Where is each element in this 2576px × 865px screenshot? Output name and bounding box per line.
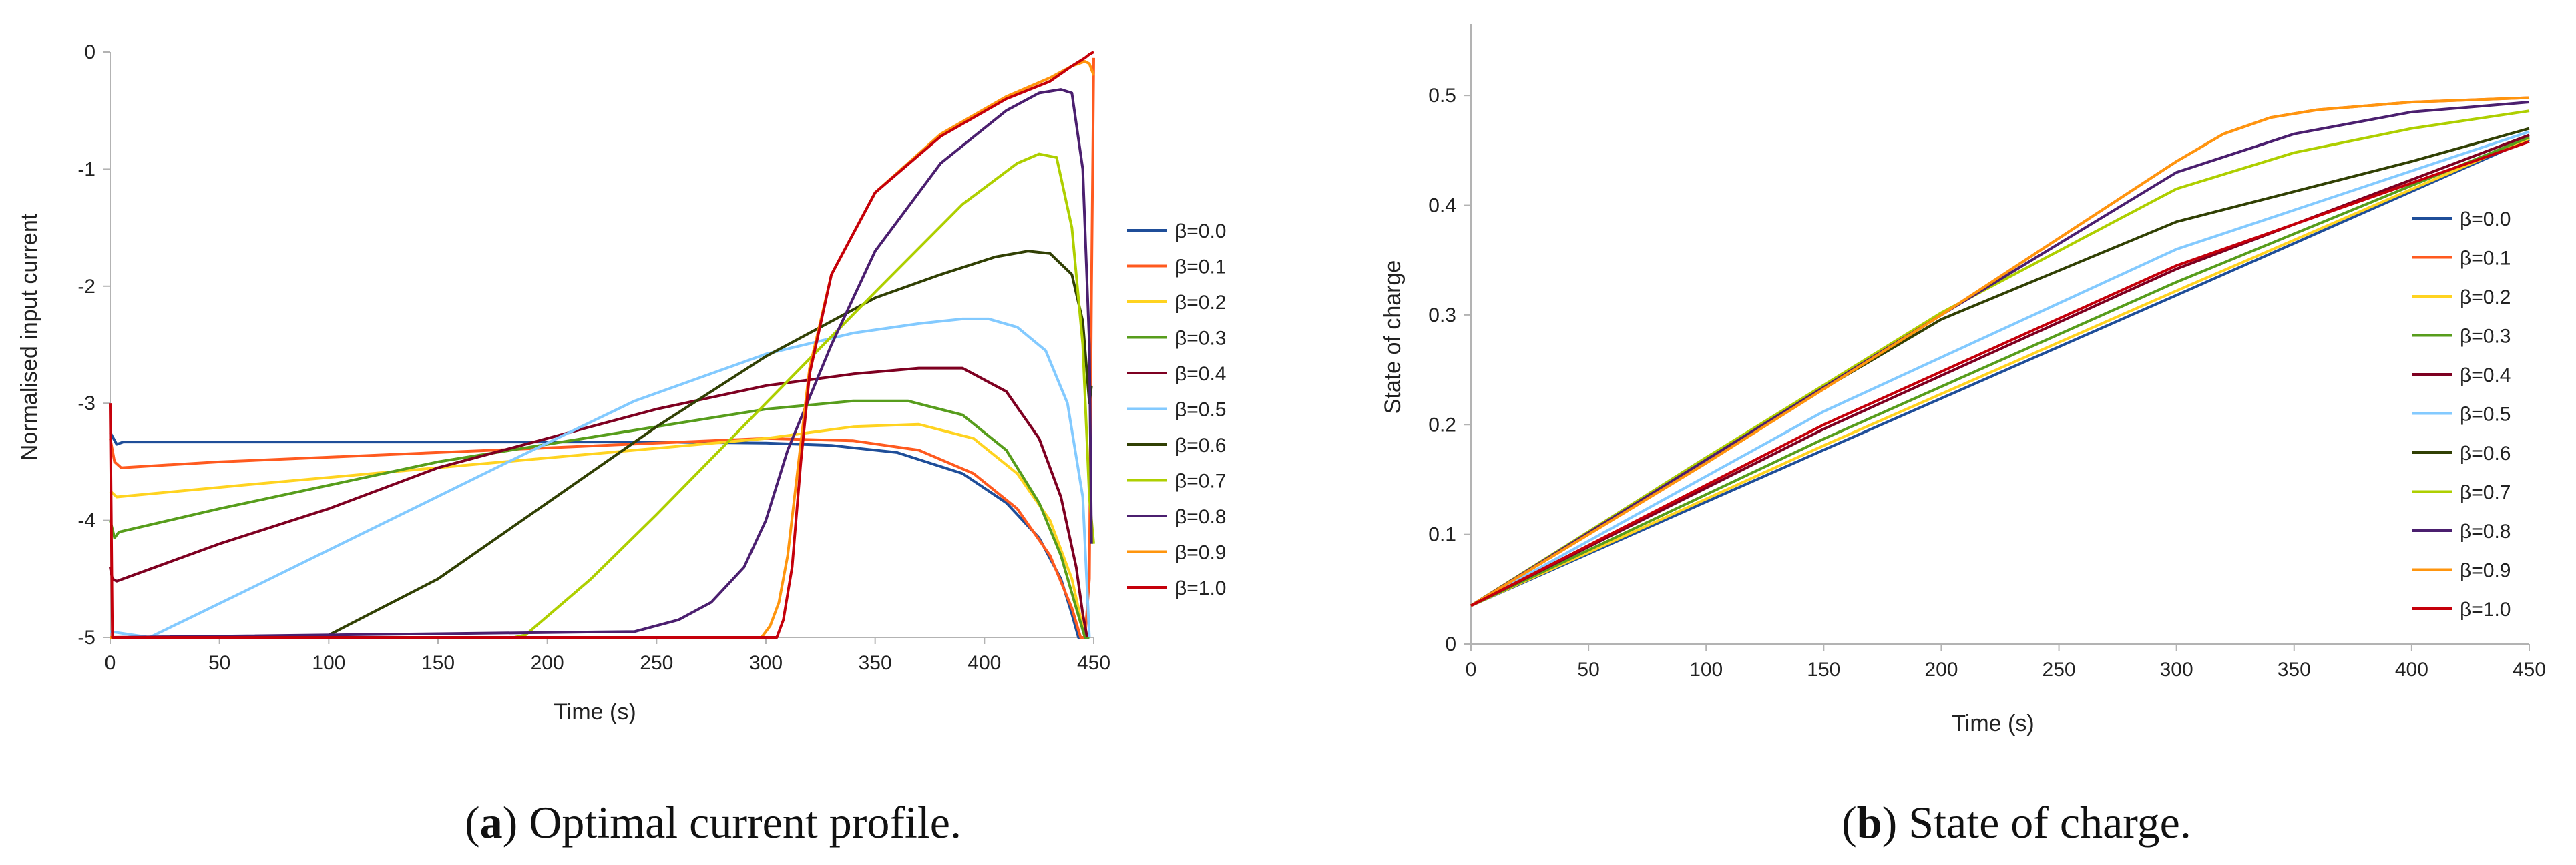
panel-a-series xyxy=(109,51,1095,639)
panel-b-series-line xyxy=(1470,138,2530,607)
panel-a-legend-label: β=0.0 xyxy=(1175,220,1226,242)
panel-a-x-tick-label: 150 xyxy=(421,652,455,674)
panel-a-series-line xyxy=(110,152,1095,639)
panel-b-ylabel: State of charge xyxy=(1380,260,1406,414)
panel-b-series-line xyxy=(1470,137,2530,607)
panel-a-legend-label: β=0.6 xyxy=(1175,435,1226,457)
panel-b-x-tick-label: 150 xyxy=(1807,659,1840,681)
panel-b-legend-label: β=0.8 xyxy=(2460,521,2511,543)
panel-b-legend: β=0.0 β=0.1 β=0.2 β=0.3 β=0.4 β=0.5 β=0.6 β=0.7… xyxy=(2412,208,2511,621)
panel-a-ylabel: Normalised input current xyxy=(17,213,42,461)
panel-b-series-line xyxy=(1470,135,2530,607)
panel-a-legend: β=0.0 β=0.1 β=0.2 β=0.3 β=0.4 β=0.5 β=0.6 β=0.7… xyxy=(1127,220,1226,599)
panel-b-legend-label: β=0.0 xyxy=(2460,208,2511,230)
panel-a-x-tick-label: 0 xyxy=(105,652,116,674)
panel-b-y-tick-label: 0.1 xyxy=(1428,524,1456,546)
panel-b-legend-label: β=1.0 xyxy=(2460,599,2511,621)
panel-a-y-tick-label: -1 xyxy=(77,158,95,180)
panel-a-series-line xyxy=(109,51,1094,639)
panel-b-y-tick-label: 0 xyxy=(1445,633,1456,655)
panel-b-legend-label: β=0.1 xyxy=(2460,248,2511,270)
panel-b-x-tick-label: 350 xyxy=(2278,659,2311,681)
panel-b-ticks: 0 50 100 150 200 250 300 350 400 450 0 0.1 0.2 0.3 0.4… xyxy=(1428,85,2546,681)
panel-a-legend-label: β=0.4 xyxy=(1175,363,1226,385)
caption-a: (a) Optimal current profile. xyxy=(465,797,961,848)
panel-a-current-profile: 0 50 100 150 200 250 300 350 400 450 0 -1 -2 -3 -4 -5 β… xyxy=(17,41,1226,725)
panel-a-y-tick-label: -2 xyxy=(77,276,95,298)
panel-a-legend-label: β=0.5 xyxy=(1175,399,1226,421)
panel-a-series-line xyxy=(109,432,1083,639)
panel-b-y-tick-label: 0.5 xyxy=(1428,85,1456,107)
panel-a-x-tick-label: 100 xyxy=(312,652,345,674)
panel-a-series-line xyxy=(110,317,1091,639)
panel-b-x-tick-label: 400 xyxy=(2395,659,2428,681)
panel-a-series-line xyxy=(109,57,1095,639)
panel-a-x-tick-label: 300 xyxy=(749,652,783,674)
panel-b-x-tick-label: 250 xyxy=(2043,659,2076,681)
panel-a-x-tick-label: 250 xyxy=(640,652,673,674)
panel-b-series-line xyxy=(1470,133,2530,607)
panel-b-series-line xyxy=(1470,101,2530,607)
panel-a-y-tick-label: -4 xyxy=(77,510,95,532)
panel-a-legend-label: β=0.9 xyxy=(1175,542,1226,564)
panel-a-legend-label: β=0.3 xyxy=(1175,328,1226,350)
panel-a-y-tick-label: -5 xyxy=(77,627,95,649)
panel-b-legend-label: β=0.5 xyxy=(2460,404,2511,426)
panel-a-y-tick-label: 0 xyxy=(84,41,95,63)
panel-b-x-tick-label: 300 xyxy=(2160,659,2193,681)
panel-a-y-tick-label: -3 xyxy=(77,392,95,414)
panel-b-y-tick-label: 0.2 xyxy=(1428,414,1456,436)
panel-b-state-of-charge: 0 50 100 150 200 250 300 350 400 450 0 0.1 0.2 0.3 0.4… xyxy=(1380,24,2546,736)
panel-b-y-tick-label: 0.4 xyxy=(1428,195,1456,217)
panel-b-series-line xyxy=(1470,140,2530,607)
panel-a-legend-label: β=0.7 xyxy=(1175,471,1226,493)
caption-b-text: State of charge. xyxy=(1908,797,2191,848)
panel-a-x-tick-label: 350 xyxy=(859,652,892,674)
panel-b-series xyxy=(1470,96,2530,607)
caption-b-letter: b xyxy=(1857,797,1882,848)
panel-b-y-tick-label: 0.3 xyxy=(1428,304,1456,326)
panel-b-x-tick-label: 450 xyxy=(2513,659,2546,681)
panel-a-legend-label: β=1.0 xyxy=(1175,577,1226,599)
panel-a-legend-label: β=0.8 xyxy=(1175,506,1226,528)
panel-b-legend-label: β=0.4 xyxy=(2460,364,2511,386)
panel-a-x-tick-label: 200 xyxy=(531,652,564,674)
panel-a-series-line xyxy=(109,399,1090,639)
panel-b-series-line xyxy=(1470,109,2530,607)
panel-b-axes xyxy=(1470,24,2529,645)
panel-b-legend-label: β=0.9 xyxy=(2460,560,2511,582)
panel-a-legend-label: β=0.2 xyxy=(1175,292,1226,314)
panel-a-ticks: 0 50 100 150 200 250 300 350 400 450 0 -1 -2 -3 -4 -5 xyxy=(77,41,1110,674)
panel-a-series-line xyxy=(110,60,1095,639)
panel-b-x-tick-label: 0 xyxy=(1466,659,1477,681)
caption-a-letter: a xyxy=(480,797,503,848)
panel-a-series-line xyxy=(109,422,1090,639)
panel-a-axes xyxy=(110,52,1094,638)
panel-a-x-tick-label: 450 xyxy=(1077,652,1110,674)
panel-b-series-line xyxy=(1470,130,2530,607)
panel-a-xlabel: Time (s) xyxy=(554,699,636,725)
panel-b-x-tick-label: 100 xyxy=(1689,659,1723,681)
panel-a-x-tick-label: 400 xyxy=(968,652,1001,674)
caption-a-text: Optimal current profile. xyxy=(529,797,961,848)
panel-a-series-line xyxy=(110,88,1093,639)
panel-a-legend-label: β=0.1 xyxy=(1175,256,1226,278)
panel-b-legend-label: β=0.3 xyxy=(2460,326,2511,348)
panel-b-x-tick-label: 50 xyxy=(1577,659,1599,681)
panel-a-x-tick-label: 50 xyxy=(208,652,230,674)
panel-b-xlabel: Time (s) xyxy=(1952,711,2034,736)
panel-b-legend-label: β=0.7 xyxy=(2460,482,2511,504)
panel-b-legend-label: β=0.2 xyxy=(2460,286,2511,308)
panel-b-legend-label: β=0.6 xyxy=(2460,443,2511,465)
panel-b-series-line xyxy=(1470,96,2530,607)
panel-b-x-tick-label: 200 xyxy=(1924,659,1958,681)
caption-b: (b) State of charge. xyxy=(1842,797,2191,848)
